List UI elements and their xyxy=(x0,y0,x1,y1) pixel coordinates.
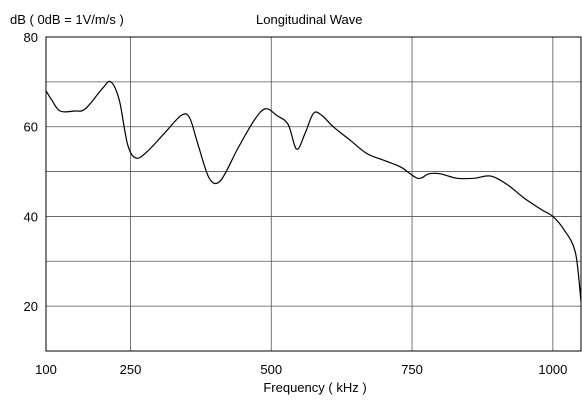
tick-labels: 20 40 60 80 100 250 500 750 1000 xyxy=(24,30,568,377)
y-axis-label: dB ( 0dB = 1V/m/s ) xyxy=(10,12,124,27)
x-axis-label: Frequency ( kHz ) xyxy=(263,380,366,395)
x-tick-label: 1000 xyxy=(538,362,567,377)
x-tick-label: 250 xyxy=(120,362,142,377)
x-tick-label: 100 xyxy=(35,362,57,377)
y-tick-label: 80 xyxy=(24,30,38,45)
x-tick-label: 750 xyxy=(401,362,423,377)
chart-title: Longitudinal Wave xyxy=(256,12,362,27)
series-line xyxy=(45,80,582,302)
x-tick-label: 500 xyxy=(260,362,282,377)
plot-area-frame xyxy=(45,36,582,352)
gridlines xyxy=(46,37,581,351)
series-layer xyxy=(45,80,582,302)
y-tick-label: 40 xyxy=(24,209,38,224)
y-tick-label: 60 xyxy=(24,120,38,135)
y-tick-label: 20 xyxy=(24,299,38,314)
